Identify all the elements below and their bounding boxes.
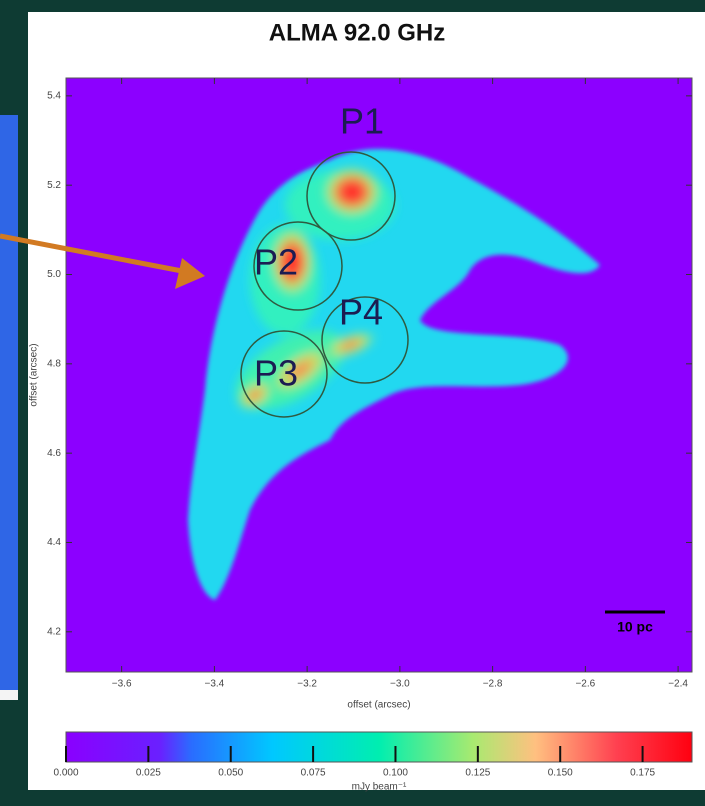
colorbar [65, 731, 693, 763]
aperture [240, 330, 328, 418]
colorbar-tick-label: 0.150 [548, 768, 573, 779]
y-axis-label: offset (arcsec) [29, 343, 40, 406]
y-tick-label: 4.6 [47, 448, 61, 459]
y-tick-label: 4.2 [47, 626, 61, 637]
y-tick-label: 4.4 [47, 537, 61, 548]
plot-frame [65, 77, 693, 673]
aperture [253, 221, 343, 311]
x-tick-label: −2.8 [483, 679, 503, 690]
map: 10 pc [66, 78, 692, 672]
peak [235, 377, 275, 413]
peak-label: P3 [254, 353, 298, 394]
colorbar-tick-label: 0.025 [136, 768, 161, 779]
aperture [306, 151, 396, 241]
peak [268, 224, 316, 300]
peak-label: P4 [339, 292, 383, 333]
x-tick-label: −3.0 [390, 679, 410, 690]
colorbar-tick-label: 0.125 [465, 768, 490, 779]
chart-title: ALMA 92.0 GHz [269, 19, 445, 46]
x-tick-label: −3.6 [112, 679, 132, 690]
aperture [321, 296, 409, 384]
aperture-circles [240, 151, 409, 418]
colorbar-tick-label: 0.050 [218, 768, 243, 779]
x-tick-label: −3.4 [205, 679, 225, 690]
x-tick-label: −2.6 [575, 679, 595, 690]
arrow [0, 233, 183, 274]
peak [321, 329, 379, 361]
y-tick-label: 4.8 [47, 358, 61, 369]
side-panel [0, 115, 18, 690]
y-tick-label: 5.2 [47, 180, 61, 191]
y-tick-label: 5.0 [47, 269, 61, 280]
peak-label: P2 [254, 242, 298, 283]
x-axis-label: offset (arcsec) [347, 700, 410, 711]
arrow-head [175, 258, 205, 289]
colorbar-tick-label: 0.075 [301, 768, 326, 779]
colorbar-tick-label: 0.000 [53, 768, 78, 779]
peak [265, 342, 335, 398]
colorbar-label: mJy beam⁻¹ [352, 782, 407, 793]
side-panel-edge [0, 690, 18, 700]
x-tick-label: −3.2 [297, 679, 317, 690]
scale-bar-label: 10 pc [617, 619, 653, 635]
colorbar-tick-label: 0.100 [383, 768, 408, 779]
peak-label: P1 [340, 101, 384, 142]
colorbar-tick-label: 0.175 [630, 768, 655, 779]
y-tick-label: 5.4 [47, 91, 61, 102]
peak [320, 164, 384, 220]
x-tick-label: −2.4 [668, 679, 688, 690]
